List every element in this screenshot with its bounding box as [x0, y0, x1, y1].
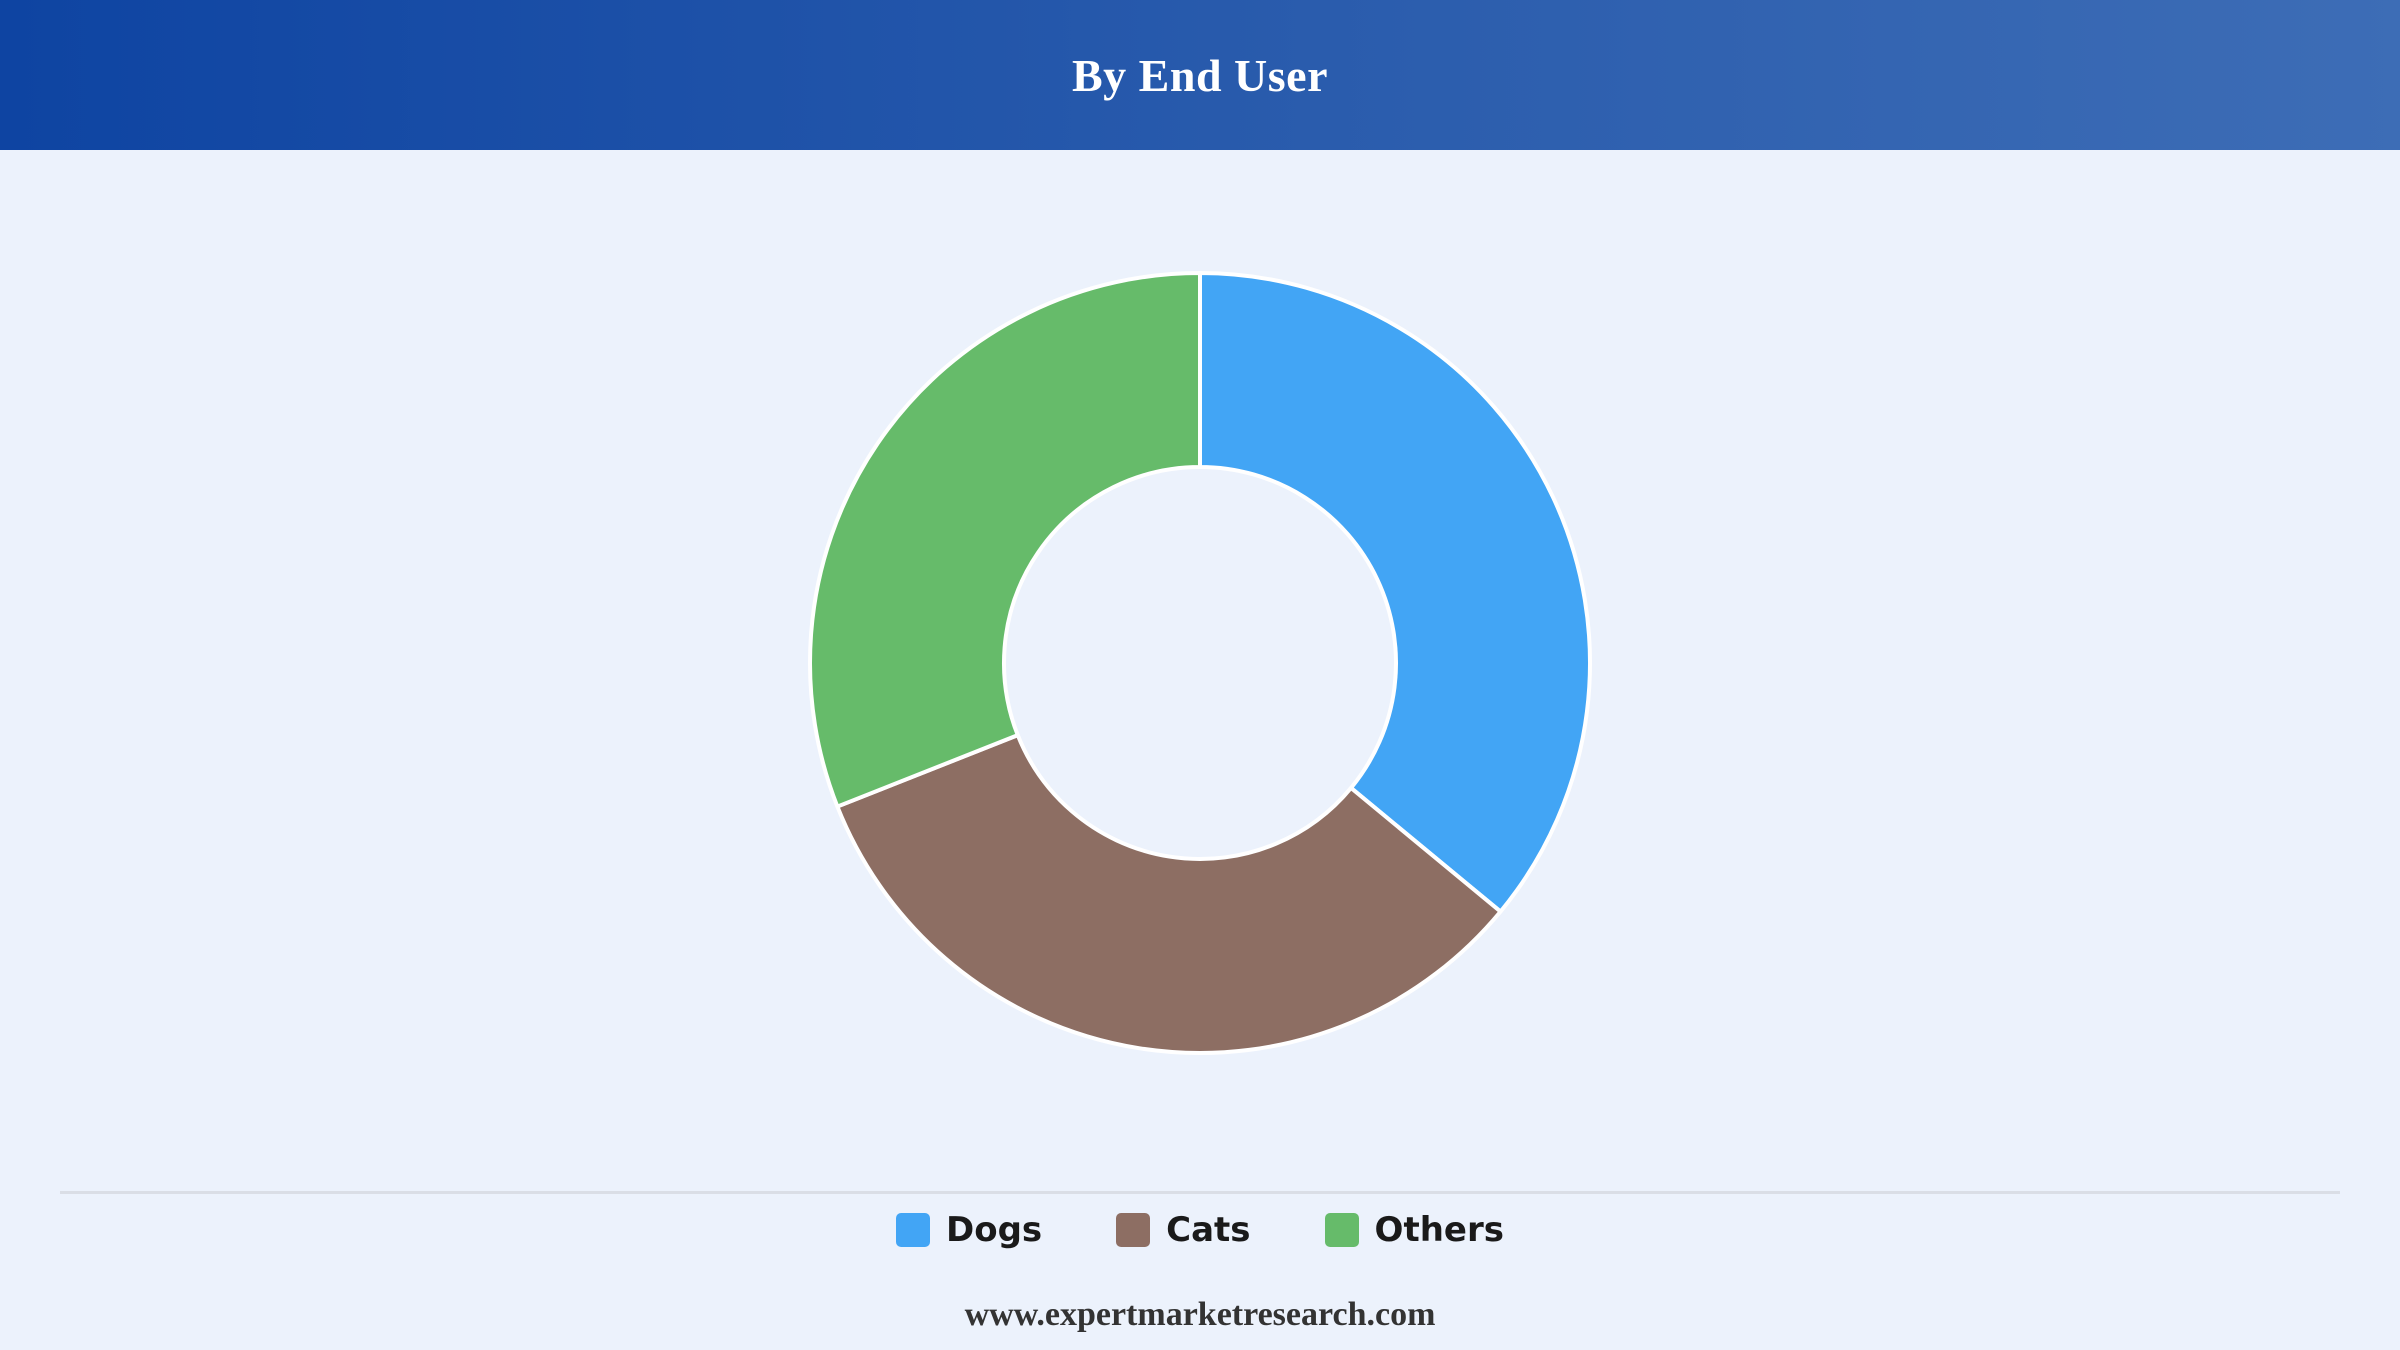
donut-chart	[808, 271, 1592, 1055]
source-url[interactable]: www.expertmarketresearch.com	[964, 1296, 1436, 1333]
legend-label-dogs: Dogs	[946, 1210, 1043, 1250]
legend-swatch-others	[1324, 1213, 1359, 1247]
legend-label-others: Others	[1374, 1210, 1504, 1250]
header-bar: By End User	[0, 0, 2400, 150]
legend-label-cats: Cats	[1166, 1210, 1251, 1250]
legend-item-others[interactable]: Others	[1324, 1210, 1504, 1250]
donut-slice-cats[interactable]	[835, 733, 1503, 1055]
legend-swatch-dogs	[896, 1213, 930, 1247]
legend-divider	[60, 1191, 2340, 1194]
legend-item-dogs[interactable]: Dogs	[896, 1210, 1042, 1250]
legend-swatch-cats	[1116, 1213, 1151, 1247]
donut-slice-dogs[interactable]	[1198, 271, 1592, 914]
legend: Dogs Cats Others	[0, 1207, 2400, 1253]
donut-slice-others[interactable]	[808, 271, 1202, 809]
chart-title: By End User	[1072, 49, 1328, 101]
chart-area	[0, 150, 2400, 1190]
legend-item-cats[interactable]: Cats	[1116, 1210, 1251, 1250]
